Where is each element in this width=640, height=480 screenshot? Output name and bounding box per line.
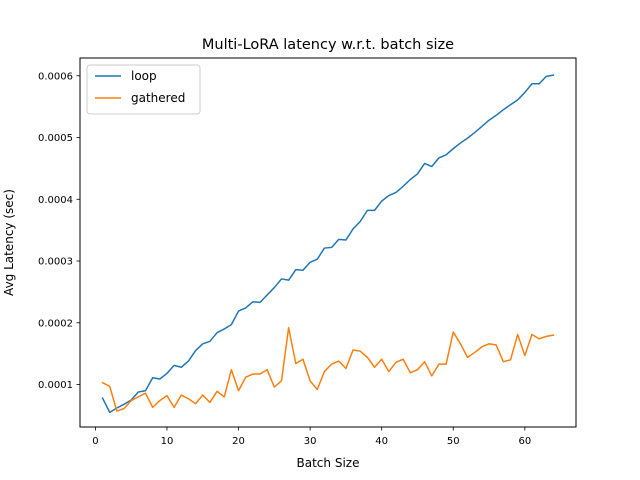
x-axis-label: Batch Size	[297, 456, 360, 470]
x-axis-ticks: 0 10 20 30 40 50 60	[92, 427, 531, 447]
x-tick-label: 30	[304, 436, 317, 447]
series-line-gathered	[101, 326, 555, 412]
legend-label-gathered: gathered	[131, 91, 185, 105]
x-tick-label: 50	[447, 436, 460, 447]
y-axis-ticks: 0.0001 0.0002 0.0003 0.0004 0.0005 0.0006	[38, 71, 80, 391]
y-tick-label: 0.0005	[38, 133, 73, 144]
x-tick-label: 20	[232, 436, 245, 447]
chart-title: Multi-LoRA latency w.r.t. batch size	[202, 37, 454, 53]
y-tick-label: 0.0004	[38, 195, 73, 206]
x-tick-label: 10	[161, 436, 174, 447]
legend-label-loop: loop	[131, 69, 157, 83]
legend: loop gathered	[86, 64, 201, 115]
x-tick-label: 60	[518, 436, 531, 447]
y-tick-label: 0.0003	[38, 257, 73, 268]
y-axis-label: Avg Latency (sec)	[2, 189, 16, 296]
x-tick-label: 40	[375, 436, 388, 447]
series-line-loop	[101, 74, 555, 414]
y-tick-label: 0.0002	[38, 318, 73, 329]
series-layer	[101, 74, 555, 414]
legend-box	[86, 64, 201, 115]
x-tick-label: 0	[92, 436, 98, 447]
y-tick-label: 0.0001	[38, 380, 73, 391]
y-tick-label: 0.0006	[38, 71, 73, 82]
plot-frame	[79, 57, 577, 428]
